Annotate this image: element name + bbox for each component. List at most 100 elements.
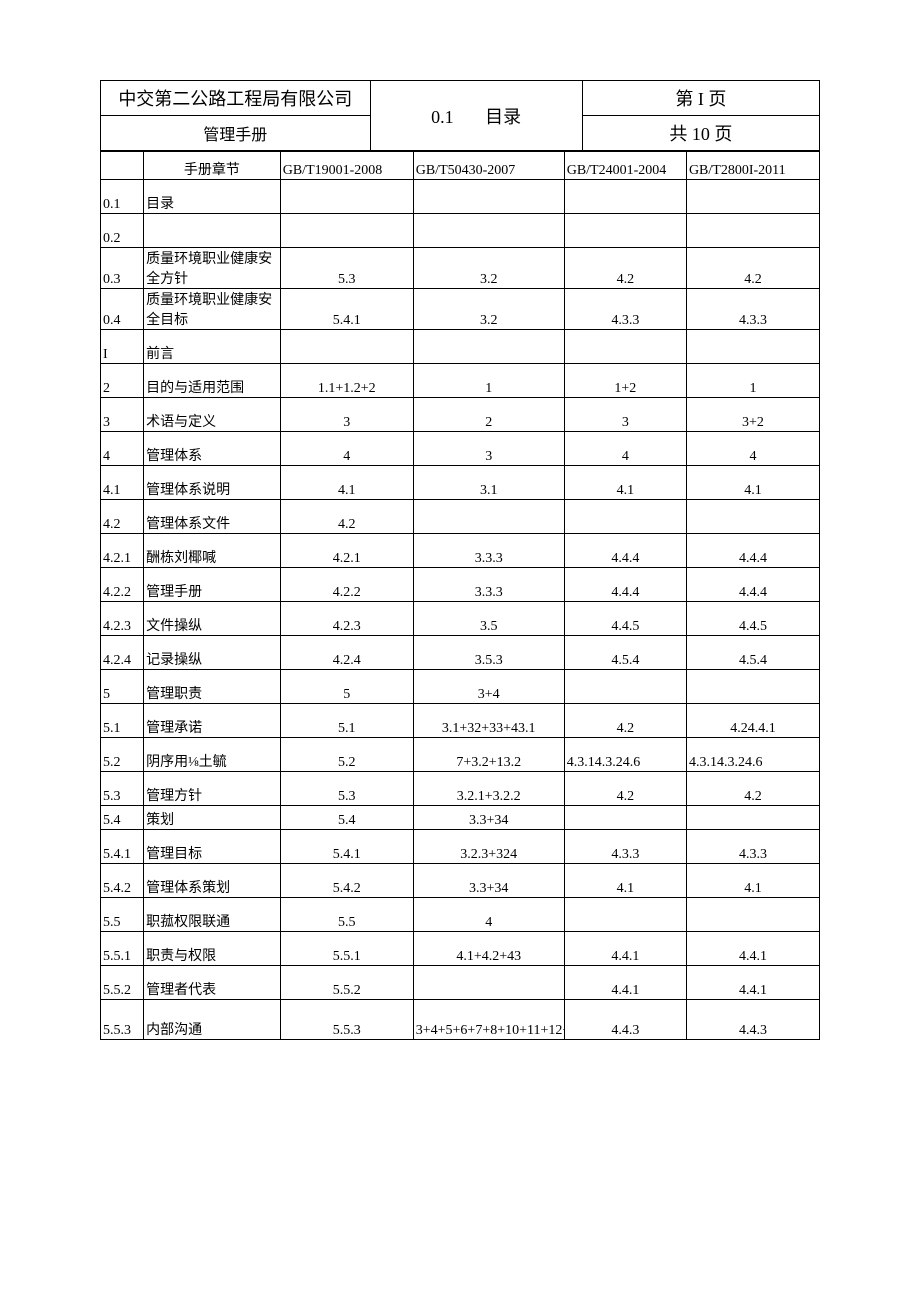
cell-a: 5.5.1 — [280, 932, 413, 966]
cell-section-title: 文件操纵 — [144, 602, 281, 636]
table-row: 4.1管理体系说明4.13.14.14.1 — [101, 466, 820, 500]
cell-c — [564, 214, 686, 248]
manual-subtitle: 管理手册 — [101, 116, 371, 151]
cell-section-num: 5.5.1 — [101, 932, 144, 966]
cell-b — [413, 500, 564, 534]
table-row: 5.5.1职责与权限5.5.14.1+4.2+434.4.14.4.1 — [101, 932, 820, 966]
cell-c: 4 — [564, 432, 686, 466]
cell-section-num: 4.2.2 — [101, 568, 144, 602]
table-row: 0.1目录 — [101, 180, 820, 214]
cell-d — [686, 670, 819, 704]
cell-b: 3.2 — [413, 289, 564, 330]
cell-a: 4.2.1 — [280, 534, 413, 568]
cell-section-num: 4.2.1 — [101, 534, 144, 568]
toc-table: 手册章节GB/T19001-2008GB/T50430-2007GB/T2400… — [100, 151, 820, 1040]
table-row: 4管理体系4344 — [101, 432, 820, 466]
col-header-c3: GB/T50430-2007 — [413, 152, 564, 180]
cell-d: 4.24.4.1 — [686, 704, 819, 738]
cell-a — [280, 330, 413, 364]
cell-c: 4.1 — [564, 864, 686, 898]
cell-section-num: 5.4.2 — [101, 864, 144, 898]
cell-b — [413, 180, 564, 214]
cell-section-title: 管理目标 — [144, 830, 281, 864]
cell-a: 3 — [280, 398, 413, 432]
cell-b: 3+4 — [413, 670, 564, 704]
cell-section-num: 5.5 — [101, 898, 144, 932]
cell-section-num: 5.5.2 — [101, 966, 144, 1000]
table-row: 0.2 — [101, 214, 820, 248]
cell-d — [686, 330, 819, 364]
cell-c: 4.2 — [564, 248, 686, 289]
cell-d: 4.2 — [686, 772, 819, 806]
cell-a: 1.1+1.2+2 — [280, 364, 413, 398]
cell-d — [686, 806, 819, 830]
section-number: 0.1 — [431, 107, 454, 127]
cell-b: 3 — [413, 432, 564, 466]
cell-c: 4.2 — [564, 772, 686, 806]
cell-d: 4.3.3 — [686, 289, 819, 330]
table-row: 4.2.3文件操纵4.2.33.54.4.54.4.5 — [101, 602, 820, 636]
cell-a: 5 — [280, 670, 413, 704]
table-row: 4.2管理体系文件4.2 — [101, 500, 820, 534]
cell-b: 4.1+4.2+43 — [413, 932, 564, 966]
cell-b: 3.1+32+33+43.1 — [413, 704, 564, 738]
header-row-1: 中交第二公路工程局有限公司 0.1 目录 第 I 页 — [101, 81, 820, 116]
cell-c: 4.3.3 — [564, 289, 686, 330]
cell-section-num: 4.2.3 — [101, 602, 144, 636]
cell-b — [413, 214, 564, 248]
cell-section-num: 5.4 — [101, 806, 144, 830]
section-title: 目录 — [485, 107, 521, 127]
cell-a: 5.3 — [280, 772, 413, 806]
cell-d — [686, 898, 819, 932]
cell-d: 4.4.4 — [686, 534, 819, 568]
cell-b: 3.3+34 — [413, 806, 564, 830]
cell-section-num: 0.4 — [101, 289, 144, 330]
cell-section-num: 5.4.1 — [101, 830, 144, 864]
cell-section-num: 2 — [101, 364, 144, 398]
cell-c: 4.4.4 — [564, 568, 686, 602]
cell-a — [280, 214, 413, 248]
cell-d: 4.5.4 — [686, 636, 819, 670]
cell-section-title: 前言 — [144, 330, 281, 364]
cell-d: 4 — [686, 432, 819, 466]
cell-b — [413, 330, 564, 364]
table-row: 5.4策划5.43.3+34 — [101, 806, 820, 830]
cell-section-title: 内部沟通 — [144, 1000, 281, 1040]
cell-c — [564, 898, 686, 932]
table-row: I前言 — [101, 330, 820, 364]
cell-b: 3+4+5+6+7+8+10+11+12+13 — [413, 1000, 564, 1040]
cell-d: 4.4.4 — [686, 568, 819, 602]
table-row: 5.5.2管理者代表5.5.24.4.14.4.1 — [101, 966, 820, 1000]
col-header-c5: GB/T2800I-2011 — [686, 152, 819, 180]
cell-b: 1 — [413, 364, 564, 398]
section-cell: 0.1 目录 — [370, 81, 582, 151]
cell-d — [686, 500, 819, 534]
cell-section-title: 管理体系文件 — [144, 500, 281, 534]
cell-section-num: 5 — [101, 670, 144, 704]
cell-b: 7+3.2+13.2 — [413, 738, 564, 772]
cell-section-title: 术语与定义 — [144, 398, 281, 432]
cell-section-num: I — [101, 330, 144, 364]
table-row: 0.4质量环境职业健康安全目标5.4.13.24.3.34.3.3 — [101, 289, 820, 330]
cell-a: 4.1 — [280, 466, 413, 500]
table-row: 0.3质量环境职业健康安全方针5.33.24.24.2 — [101, 248, 820, 289]
cell-a: 5.4 — [280, 806, 413, 830]
cell-section-title: 目录 — [144, 180, 281, 214]
cell-section-title: 管理职责 — [144, 670, 281, 704]
cell-a: 5.4.1 — [280, 830, 413, 864]
cell-section-num: 5.2 — [101, 738, 144, 772]
cell-d: 3+2 — [686, 398, 819, 432]
page-total: 共 10 页 — [582, 116, 819, 151]
table-row: 5.5职菰权限联通5.54 — [101, 898, 820, 932]
cell-c: 3 — [564, 398, 686, 432]
cell-b: 3.5.3 — [413, 636, 564, 670]
cell-section-title: 记录操纵 — [144, 636, 281, 670]
cell-a: 5.1 — [280, 704, 413, 738]
cell-a: 4.2.3 — [280, 602, 413, 636]
table-row: 5.1管理承诺5.13.1+32+33+43.14.24.24.4.1 — [101, 704, 820, 738]
cell-section-title — [144, 214, 281, 248]
cell-c — [564, 500, 686, 534]
cell-d: 4.4.3 — [686, 1000, 819, 1040]
cell-a: 5.3 — [280, 248, 413, 289]
cell-a: 5.5.2 — [280, 966, 413, 1000]
